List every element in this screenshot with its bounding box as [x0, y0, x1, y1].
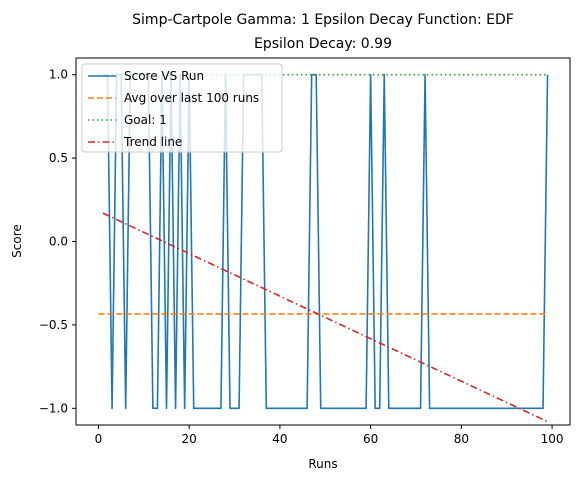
y-tick-label: 0.0: [49, 235, 68, 249]
legend-label-trend: Trend line: [123, 135, 182, 149]
legend-box: [81, 63, 283, 153]
x-axis-label: Runs: [308, 457, 337, 471]
legend-label-avg: Avg over last 100 runs: [124, 91, 259, 105]
y-axis-label: Score: [10, 224, 24, 258]
series-trend-line: [102, 212, 548, 423]
y-tick-label: −0.5: [39, 318, 68, 332]
y-tick-label: −1.0: [39, 401, 68, 415]
plot-area: [75, 57, 571, 426]
x-tick-label: 0: [95, 432, 103, 446]
legend-label-score: Score VS Run: [124, 69, 204, 83]
series-score-vs-run-line: [102, 73, 549, 410]
y-tick-label: 1.0: [49, 68, 68, 82]
x-tick-label: 60: [363, 432, 378, 446]
chart-title-line-1: Simp-Cartpole Gamma: 1 Epsilon Decay Fun…: [132, 12, 514, 28]
x-tick-label: 100: [541, 432, 564, 446]
chart-title-line-2: Epsilon Decay: 0.99: [254, 36, 392, 52]
y-tick-label: 0.5: [49, 151, 68, 165]
x-tick-label: 80: [454, 432, 469, 446]
x-tick-label: 40: [272, 432, 287, 446]
x-tick-label: 20: [182, 432, 197, 446]
legend: Score VS Run Avg over last 100 runs Goal…: [81, 63, 283, 153]
legend-label-goal: Goal: 1: [124, 113, 167, 127]
